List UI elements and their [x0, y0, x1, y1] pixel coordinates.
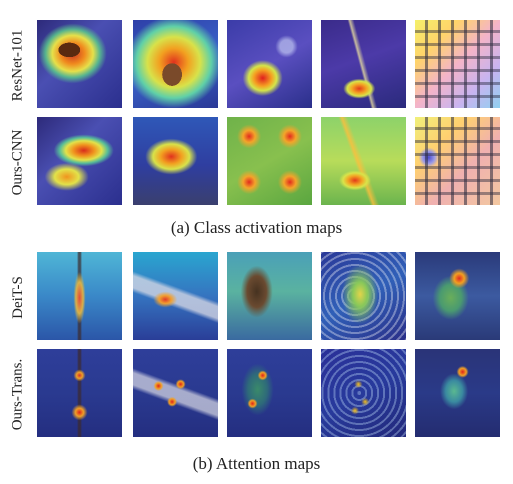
attn-deit-tower: [37, 252, 122, 340]
cam-ours-bird-1: [37, 117, 122, 205]
cam-resnet-bird-2: [133, 20, 218, 108]
cam-ours-glasses: [227, 117, 312, 205]
row-label-ours-cnn: Ours-CNN: [9, 129, 26, 195]
row-label-ours-trans: Ours-Trans.: [9, 358, 26, 430]
attn-deit-person: [227, 252, 312, 340]
attn-deit-airplane: [133, 252, 218, 340]
cam-resnet-stirrer: [321, 20, 406, 108]
attn-deit-sitting-person: [415, 252, 500, 340]
cam-resnet-keyboard: [415, 20, 500, 108]
cam-ours-stirrer: [321, 117, 406, 205]
row-label-deit-s: DeiT-S: [9, 275, 26, 319]
caption-class-activation-maps: (a) Class activation maps: [170, 218, 343, 237]
row-label-resnet101: ResNet-101: [9, 29, 26, 101]
attn-ours-tower: [37, 349, 122, 437]
attn-ours-sitting-person: [415, 349, 500, 437]
cam-resnet-glasses: [227, 20, 312, 108]
cam-resnet-bird-1: [37, 20, 122, 108]
attn-ours-butterfly: [321, 349, 406, 437]
attn-ours-person: [227, 349, 312, 437]
attn-ours-airplane: [133, 349, 218, 437]
caption-attention-maps: (b) Attention maps: [192, 454, 321, 473]
cam-ours-keyboard: [415, 117, 500, 205]
attn-deit-butterfly: [321, 252, 406, 340]
cam-ours-bird-2: [133, 117, 218, 205]
